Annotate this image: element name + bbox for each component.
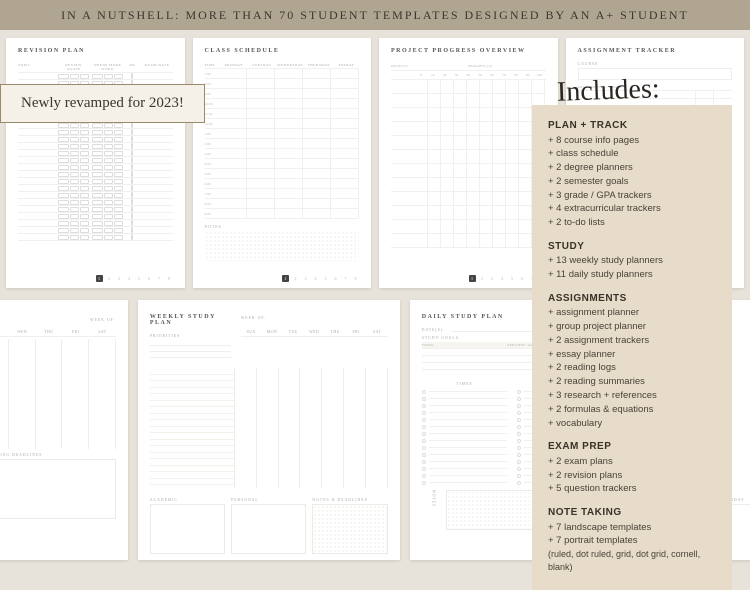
template-week-partial: WEEK OF: TUE WED THU FRI SAT for(let i=0… <box>0 300 128 560</box>
page-footer: 1 2 3 4 5 6 7 8 <box>391 275 546 282</box>
page-title: REVISION PLAN <box>18 48 173 54</box>
includes-item: + essay planner <box>548 348 716 362</box>
includes-item: + 11 daily study planners <box>548 268 716 282</box>
page-title: PROJECT PROGRESS OVERVIEW <box>391 48 546 54</box>
includes-item: + 2 degree planners <box>548 161 716 175</box>
includes-section-title: STUDY <box>548 240 716 255</box>
includes-heading: Includes: <box>557 73 661 109</box>
includes-item: + 2 assignment trackers <box>548 334 716 348</box>
includes-item: + assignment planner <box>548 306 716 320</box>
template-class-schedule: CLASS SCHEDULE TIME MONDAY TUESDAY WEDNE… <box>193 38 372 288</box>
schedule-cols: TIME MONDAY TUESDAY WEDNESDAY THURSDAY F… <box>205 62 360 69</box>
page-title: CLASS SCHEDULE <box>205 48 360 54</box>
includes-item: + 2 to-do lists <box>548 216 716 230</box>
includes-item: + 2 semester goals <box>548 175 716 189</box>
includes-item: + 3 grade / GPA trackers <box>548 189 716 203</box>
includes-item: + 2 reading summaries <box>548 375 716 389</box>
includes-item: + vocabulary <box>548 417 716 431</box>
template-project-progress: PROJECT PROGRESS OVERVIEW PROJECTS PROGR… <box>379 38 558 288</box>
revision-cols: TOPIC REVIEW AGAIN NEEDS MORE WORK OK EX… <box>18 62 173 73</box>
includes-item: + 2 exam plans <box>548 455 716 469</box>
includes-item: + 13 weekly study planners <box>548 254 716 268</box>
includes-section-title: NOTE TAKING <box>548 506 716 521</box>
page-footer: 1 2 3 4 5 6 7 8 <box>205 275 360 282</box>
includes-section-title: ASSIGNMENTS <box>548 292 716 307</box>
template-revision-plan: REVISION PLAN TOPIC REVIEW AGAIN NEEDS M… <box>6 38 185 288</box>
includes-item: + class schedule <box>548 147 716 161</box>
includes-item: + 5 question trackers <box>548 482 716 496</box>
includes-item: + group project planner <box>548 320 716 334</box>
page-footer: 1 2 3 4 5 6 7 8 <box>18 275 173 282</box>
includes-item: + 2 revision plans <box>548 469 716 483</box>
revamp-badge: Newly revamped for 2023! <box>0 84 205 123</box>
includes-item: + 2 formulas & equations <box>548 403 716 417</box>
includes-item: + 8 course info pages <box>548 134 716 148</box>
includes-item: + 2 reading logs <box>548 361 716 375</box>
includes-section-title: EXAM PREP <box>548 440 716 455</box>
template-weekly-study: WEEKLY STUDY PLAN PRIORITIES WEEK OF: SU… <box>138 300 400 560</box>
header-banner: IN A NUTSHELL: MORE THAN 70 STUDENT TEMP… <box>0 0 750 30</box>
includes-item: + 3 research + references <box>548 389 716 403</box>
includes-item: + 7 landscape templates <box>548 521 716 535</box>
includes-list: PLAN + TRACK+ 8 course info pages+ class… <box>532 105 732 590</box>
includes-item: + 4 extracurricular trackers <box>548 202 716 216</box>
page-title: ASSIGNMENT TRACKER <box>578 48 733 54</box>
includes-section-title: PLAN + TRACK <box>548 119 716 134</box>
includes-note: (ruled, dot ruled, grid, dot grid, corne… <box>548 548 716 574</box>
includes-item: + 7 portrait templates <box>548 534 716 548</box>
